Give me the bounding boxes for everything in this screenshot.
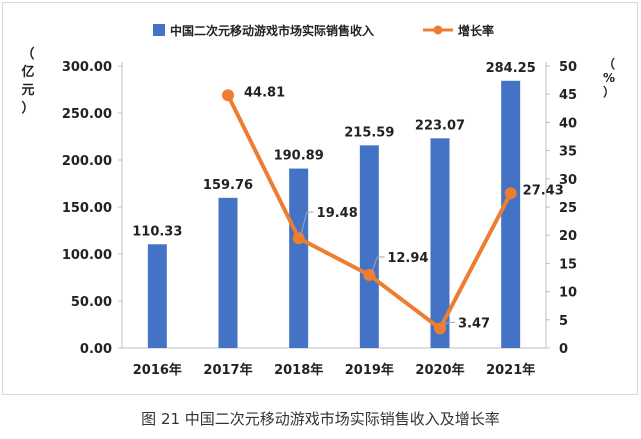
line-value-label: 19.48 [317, 206, 358, 221]
bar [289, 168, 309, 348]
figure-caption: 图 21 中国二次元移动游戏市场实际销售收入及增长率 [141, 410, 500, 428]
right-tick-label: 15 [559, 257, 577, 272]
line-point [504, 187, 517, 200]
line-point [434, 322, 446, 335]
right-tick-label: 20 [559, 229, 577, 244]
line-value-label: 44.81 [244, 85, 285, 100]
right-tick-label: 25 [559, 201, 577, 216]
bar [147, 244, 167, 348]
left-tick-label: 100.00 [62, 248, 112, 263]
right-tick-label: 35 [559, 145, 577, 160]
bar [501, 80, 521, 349]
left-tick-label: 50.00 [71, 295, 112, 310]
line-value-label: 27.43 [523, 183, 564, 198]
legend-bar-swatch [153, 24, 165, 36]
left-tick-label: 0.00 [80, 342, 112, 357]
x-tick-label: 2018年 [274, 362, 323, 378]
legend-bar-label: 中国二次元移动游戏市场实际销售收入 [170, 23, 374, 38]
right-tick-label: 45 [559, 88, 577, 103]
bar-value-label: 190.89 [274, 149, 324, 164]
left-axis-label-char: ） [21, 100, 34, 116]
line-value-label: 12.94 [387, 251, 428, 266]
right-tick-label: 40 [559, 116, 577, 131]
line-point [292, 232, 305, 245]
x-tick-label: 2016年 [133, 362, 182, 378]
right-tick-label: 50 [559, 60, 577, 75]
line-point [363, 269, 376, 282]
line-value-label: 3.47 [458, 316, 490, 331]
right-axis-label-char: （ [603, 56, 615, 71]
left-axis-label-char: 亿 [21, 64, 34, 80]
left-tick-label: 300.00 [62, 60, 112, 75]
label-leader-line [370, 256, 385, 274]
label-leader-line [441, 321, 455, 327]
right-axis-label-char: ） [603, 84, 615, 99]
bar [218, 197, 238, 348]
right-tick-label: 30 [559, 173, 577, 188]
bar-value-label: 215.59 [344, 125, 394, 140]
label-leader-line [300, 211, 314, 237]
right-tick-label: 10 [559, 286, 577, 301]
bar-value-label: 223.07 [415, 118, 465, 133]
left-tick-label: 150.00 [62, 201, 112, 216]
left-axis-label-char: （ [21, 46, 34, 62]
legend-line-label: 增长率 [458, 23, 494, 38]
chart-svg: 中国二次元移动游戏市场实际销售收入 增长率（亿元）（%）0.0050.00100.… [21, 23, 615, 378]
bar-value-label: 159.76 [203, 178, 253, 193]
x-tick-label: 2021年 [486, 362, 535, 378]
right-tick-label: 0 [559, 342, 568, 357]
left-tick-label: 200.00 [62, 154, 112, 169]
left-axis-label-char: 元 [21, 83, 34, 98]
legend-line-marker [433, 25, 443, 35]
chart-frame [2, 2, 638, 395]
x-tick-label: 2020年 [415, 362, 464, 378]
right-tick-label: 5 [559, 314, 568, 329]
bar [430, 138, 450, 348]
right-axis-label-char: % [603, 71, 615, 85]
bar [359, 145, 379, 348]
bar-value-label: 284.25 [486, 61, 536, 76]
left-tick-label: 250.00 [62, 107, 112, 122]
line-point [222, 89, 234, 102]
bar-value-label: 110.33 [132, 224, 182, 239]
x-tick-label: 2019年 [345, 362, 394, 378]
x-tick-label: 2017年 [203, 362, 252, 378]
